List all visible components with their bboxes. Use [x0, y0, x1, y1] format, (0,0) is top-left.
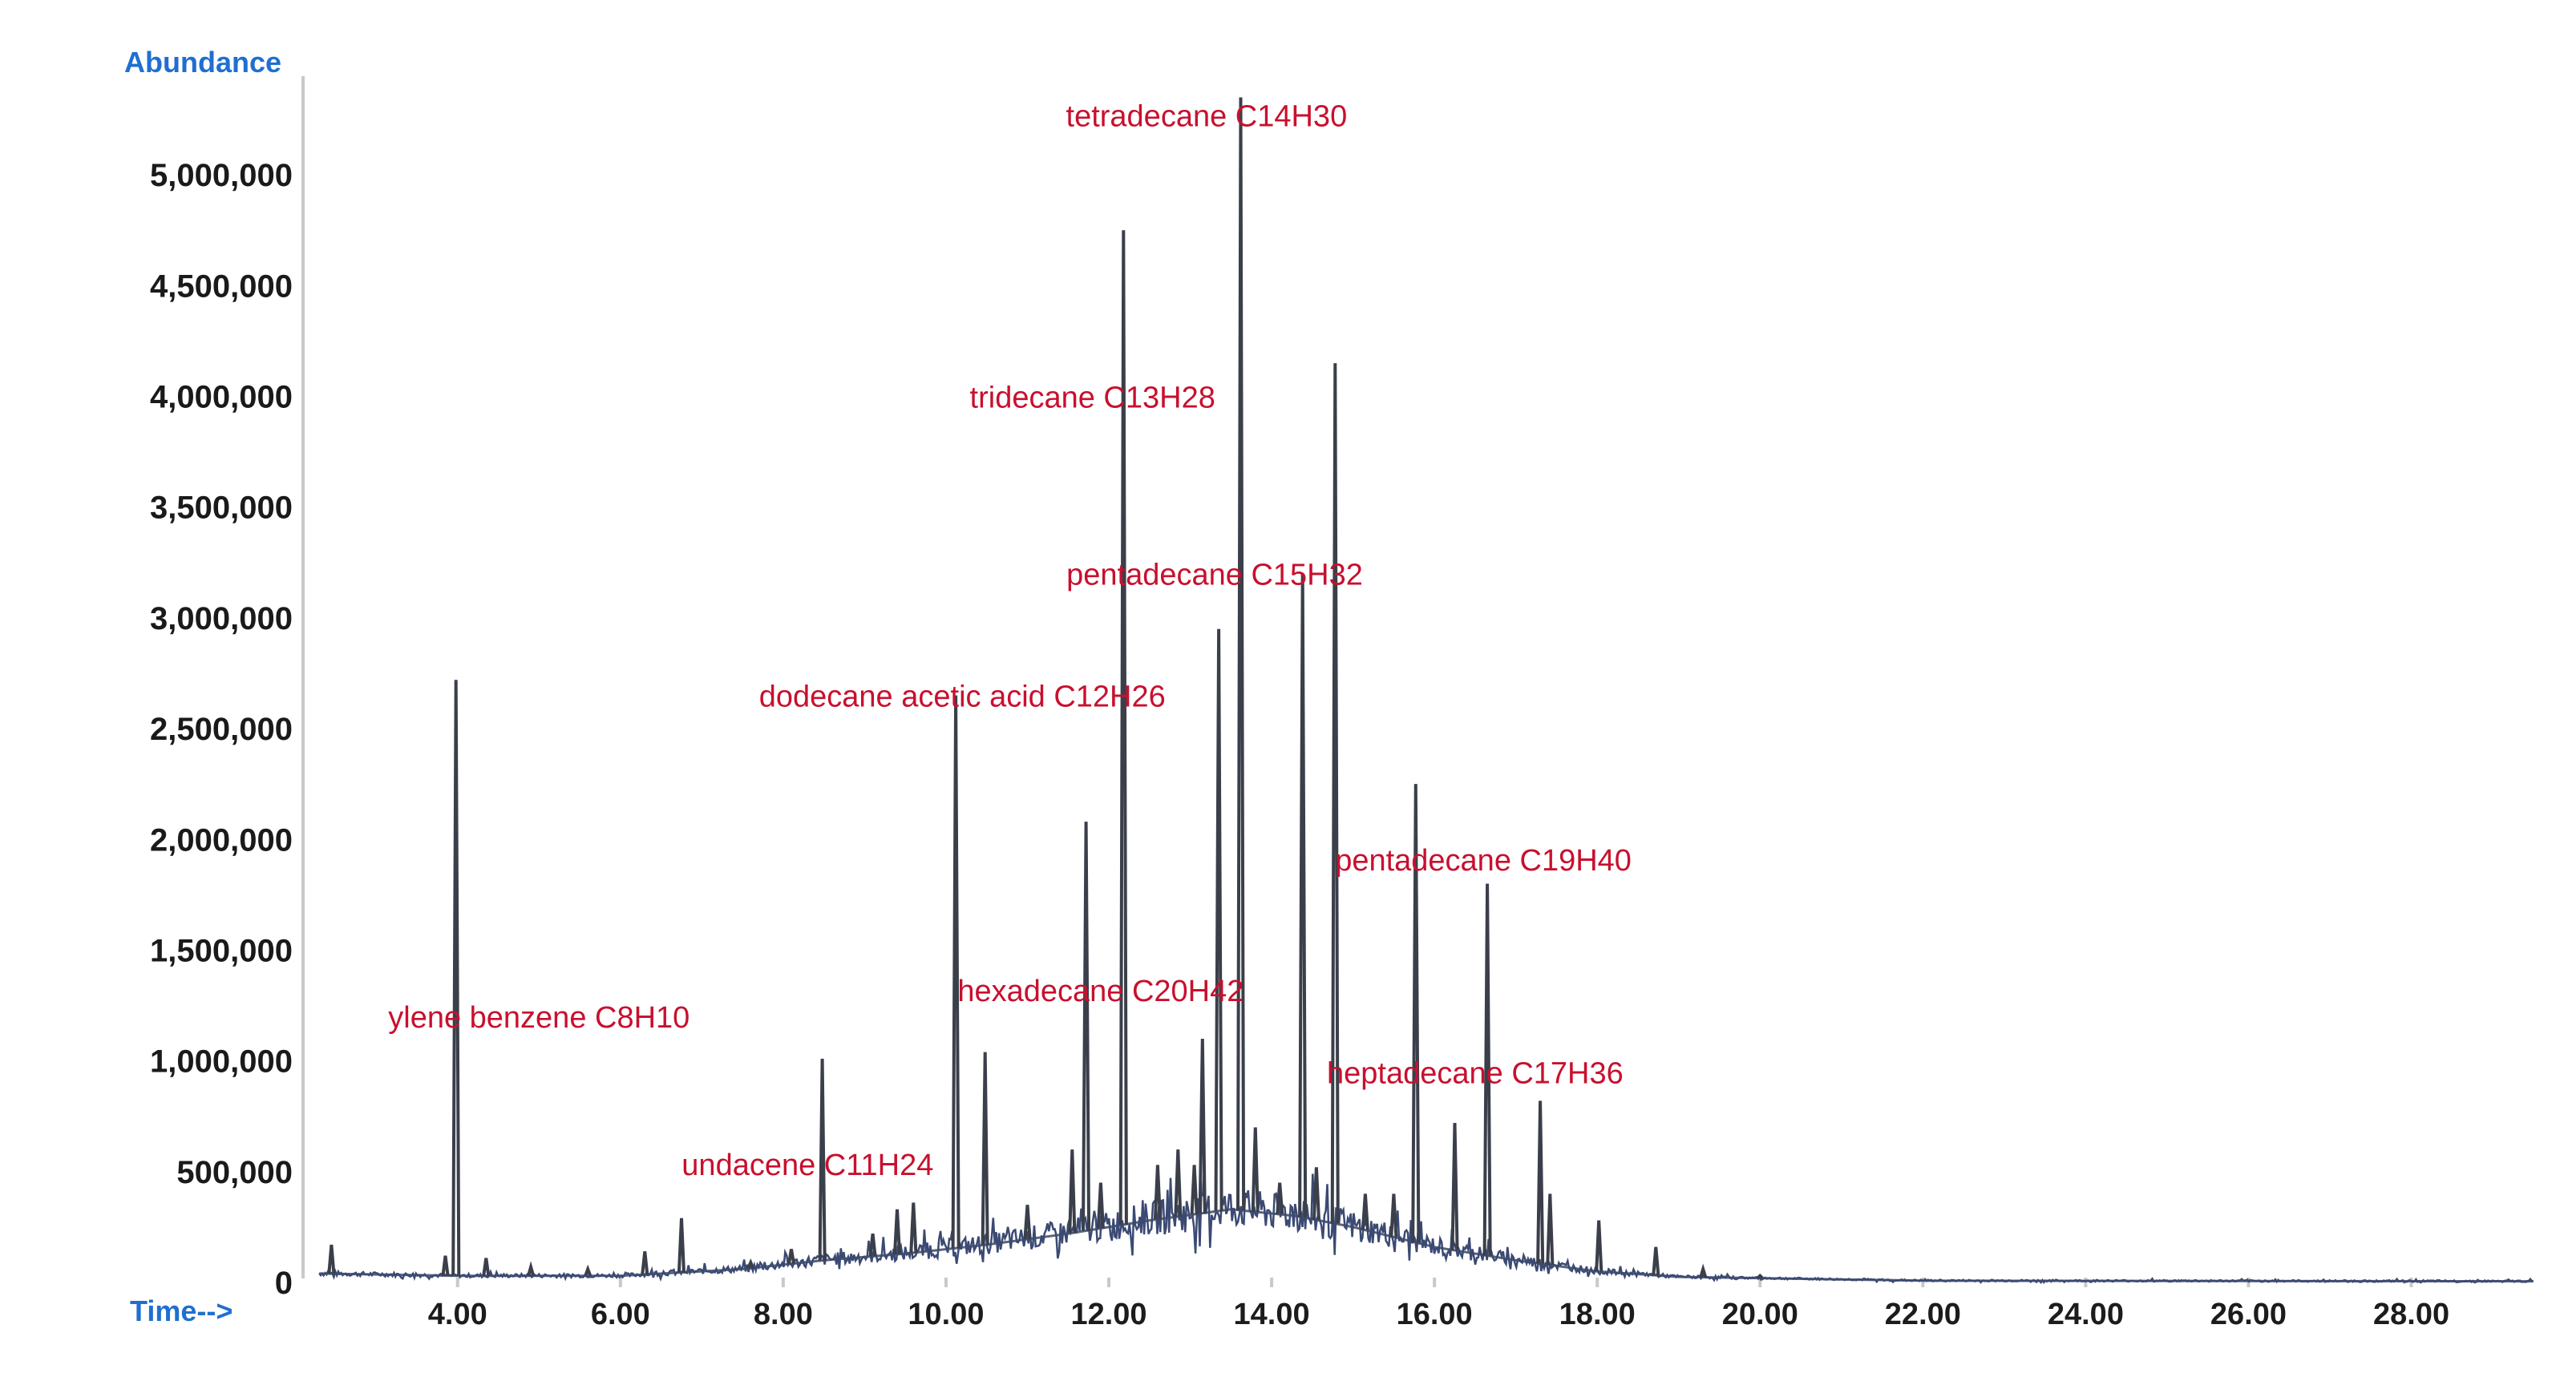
chromatogram-peak [1699, 1263, 1708, 1278]
x-tick-label: 26.00 [2210, 1298, 2287, 1331]
peak-annotation: hexadecane C20H42 [957, 975, 1244, 1008]
chromatogram-peak [1276, 1182, 1284, 1215]
chromatogram-peak [951, 695, 960, 1249]
chromatogram-peak [1174, 1149, 1183, 1217]
chromatogram-peak [1214, 628, 1223, 1211]
chromatogram-peak [1198, 1038, 1207, 1213]
x-tick-label: 4.00 [428, 1298, 487, 1331]
chromatogram-peak [1023, 1205, 1032, 1240]
chromatogram-peak [1082, 822, 1091, 1231]
chromatogram-peak [1450, 1122, 1459, 1250]
chromatogram-peak [1298, 573, 1308, 1218]
x-tick-label: 10.00 [908, 1298, 984, 1331]
x-tick-label: 22.00 [1885, 1298, 1961, 1331]
chromatogram-peak [451, 680, 461, 1276]
chromatogram-peak [1251, 1127, 1260, 1212]
chromatogram-peak [818, 1058, 827, 1261]
x-tick-label: 24.00 [2048, 1298, 2124, 1331]
peak-annotations: tetradecane C14H30 tridecane C13H28 pentad… [388, 99, 1632, 1182]
x-tick-label: 8.00 [754, 1298, 813, 1331]
x-tick-label: 14.00 [1234, 1298, 1310, 1331]
x-tick-label: 28.00 [2373, 1298, 2449, 1331]
chromatogram-peak [1536, 1100, 1545, 1264]
y-axis-label: Abundance [124, 46, 281, 79]
peak-annotation: dodecane acetic acid C12H26 [759, 680, 1166, 713]
chromatogram-peak [1411, 784, 1421, 1243]
chromatogram-peak [868, 1233, 877, 1257]
y-tick-label: 1,500,000 [150, 933, 293, 968]
peak-annotation: pentadecane C15H32 [1066, 558, 1363, 592]
chromatogram-peak [746, 1258, 755, 1270]
x-tick-label: 20.00 [1722, 1298, 1798, 1331]
peak-annotation: tetradecane C14H30 [1066, 99, 1348, 133]
y-tick-label: 2,500,000 [150, 712, 293, 747]
chromatogram-peak [1236, 97, 1246, 1211]
chromatogram-peak [1652, 1246, 1660, 1276]
peak-annotation: tridecane C13H28 [970, 381, 1215, 414]
chromatogram-peak [1756, 1273, 1764, 1280]
chromatogram-peak [441, 1255, 450, 1276]
peak-annotation: pentadecane C19H40 [1335, 844, 1632, 878]
baseline-noise [318, 1168, 2534, 1285]
peak-annotation: ylene benzene C8H10 [388, 1001, 689, 1035]
chromatogram-peak [1312, 1167, 1320, 1221]
y-tick-label: 500,000 [176, 1155, 293, 1190]
x-tick-label: 12.00 [1070, 1298, 1146, 1331]
chromatogram-peak [327, 1244, 336, 1274]
y-tick-label: 3,000,000 [150, 601, 293, 636]
chromatogram-peak [641, 1251, 649, 1275]
y-tick-label: 0 [275, 1266, 293, 1301]
chromatogram-peak [1330, 363, 1340, 1224]
chromatogram-peak [787, 1249, 796, 1265]
chromatogram-peak [1118, 230, 1128, 1225]
chromatogram-peak [482, 1258, 491, 1276]
x-tick-label: 6.00 [591, 1298, 650, 1331]
chromatogram-peak [1153, 1165, 1162, 1220]
chromatogram-trace [318, 97, 2534, 1285]
x-tick-label: 18.00 [1559, 1298, 1636, 1331]
x-axis-label: Time--> [130, 1294, 233, 1327]
chromatogram-peak [1595, 1220, 1603, 1272]
chromatogram-peak [893, 1209, 902, 1255]
chromatogram-peak [1361, 1193, 1369, 1230]
y-ticks: 0 500,000 1,000,000 1,500,000 2,000,000 2,500… [150, 158, 293, 1301]
chromatogram-peak [677, 1218, 685, 1273]
peak-annotation: heptadecane C17H36 [1327, 1056, 1624, 1090]
x-tick-label: 16.00 [1397, 1298, 1473, 1331]
chromatogram-peak [1546, 1193, 1555, 1266]
y-tick-label: 5,000,000 [150, 158, 293, 193]
chromatogram-peak [909, 1202, 918, 1254]
chromatogram-peak [1389, 1193, 1398, 1238]
y-tick-label: 1,000,000 [150, 1044, 293, 1080]
peak-annotation: undacene C11H24 [681, 1149, 933, 1182]
chromatogram-peak [981, 1052, 989, 1246]
x-ticks: 4.00 6.00 8.00 10.00 12.00 14.00 16.00 18.00 20.… [428, 1278, 2449, 1331]
chromatogram-peak [1482, 883, 1492, 1256]
chromatogram-peak [584, 1264, 592, 1277]
chromatogram-peak [1096, 1182, 1105, 1229]
y-tick-label: 4,500,000 [150, 269, 293, 304]
chromatogram-peak [1068, 1149, 1077, 1234]
y-tick-label: 4,000,000 [150, 380, 293, 415]
chromatogram-peak [1190, 1165, 1199, 1215]
y-tick-label: 3,500,000 [150, 491, 293, 526]
y-tick-label: 2,000,000 [150, 822, 293, 858]
chromatogram-peak [527, 1261, 536, 1277]
